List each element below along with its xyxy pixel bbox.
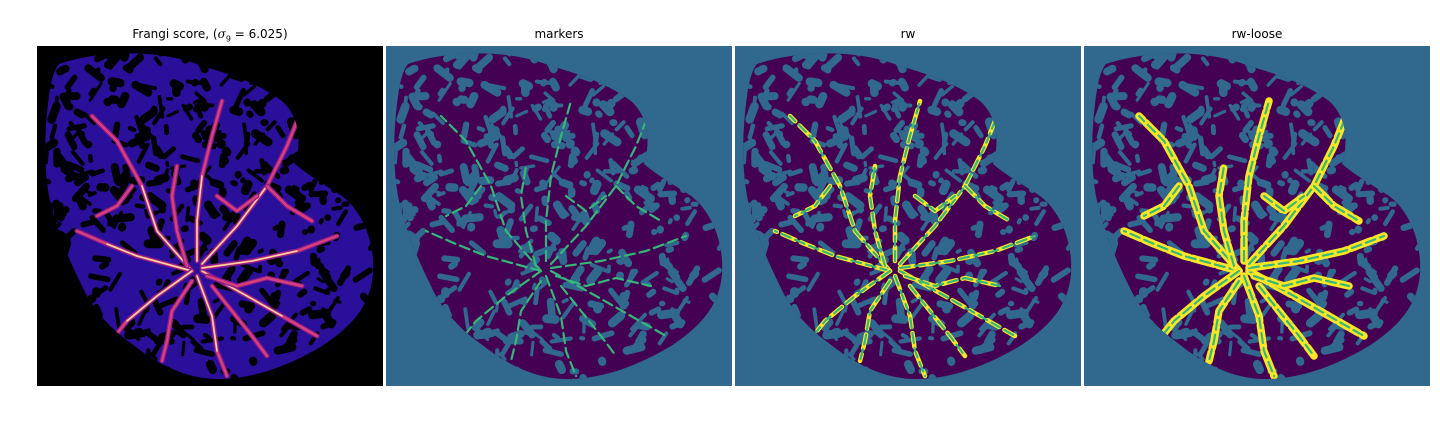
rw-loose-panel-title: rw-loose (1231, 27, 1283, 41)
frangi-title-subscript: 9 (225, 34, 231, 44)
frangi-score-image (37, 46, 383, 386)
frangi-title-prefix: Frangi score, ( (132, 27, 218, 41)
rw-loose-segmentation-image (1084, 46, 1430, 386)
frangi-title-suffix: = 6.025) (230, 27, 288, 41)
rw-panel-title: rw (900, 27, 916, 41)
markers-panel-title: markers (534, 27, 584, 41)
markers-image (386, 46, 732, 386)
frangi-panel-title: Frangi score, (σ9 = 6.025) (37, 27, 383, 43)
rw-segmentation-image (735, 46, 1081, 386)
tissue-region (743, 53, 1072, 380)
frangi-title-sigma: σ (217, 27, 226, 41)
